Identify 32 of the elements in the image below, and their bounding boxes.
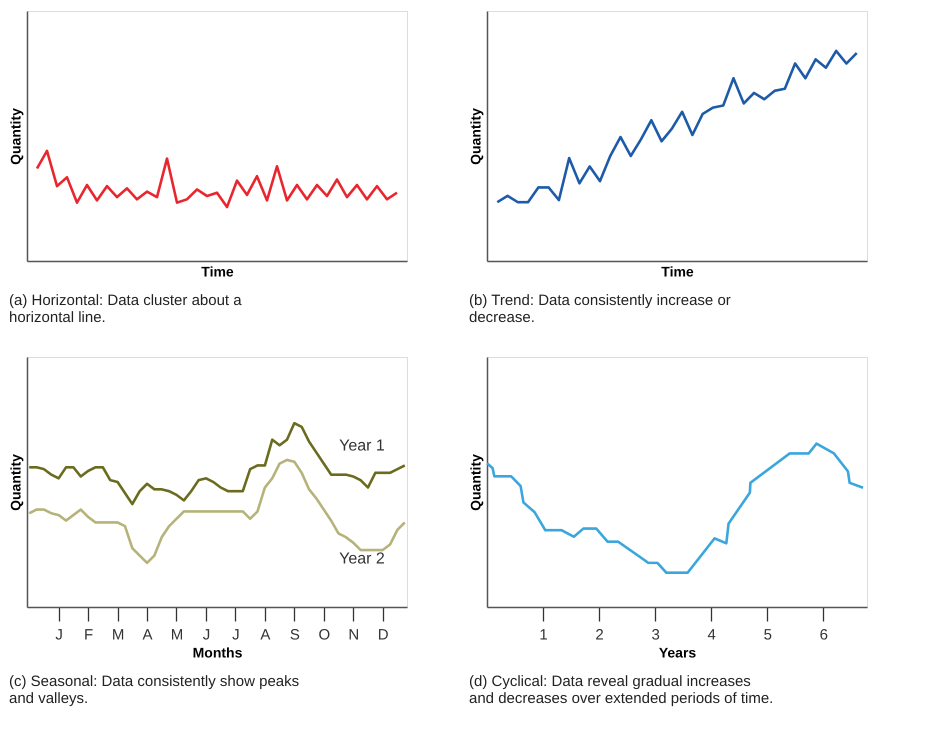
x-tick-label: M (112, 626, 124, 644)
text: (a) Horizontal: Data cluster about a horizontal line. (9, 292, 242, 326)
x-tick-label: D (378, 626, 389, 644)
x-tick-label: J (232, 626, 240, 644)
x-tick-label: 3 (651, 626, 660, 644)
x-tick-label: O (318, 626, 330, 644)
series-label: Year 2 (339, 550, 385, 568)
x-axis-title: Time (661, 264, 694, 280)
series-label: Year 1 (339, 437, 385, 454)
x-tick-label: 1 (539, 626, 548, 644)
x-tick-label: 2 (595, 626, 604, 644)
text: (c) Seasonal: Data consistently show peaks and valleys. (9, 673, 300, 707)
y-axis-title: Quantity (468, 108, 484, 165)
x-tick-label: F (84, 626, 94, 644)
x-tick-label: 4 (708, 626, 716, 644)
text: (d) Cyclical: Data reveal gradual increases and decreases over extended periods of time. (469, 673, 774, 707)
x-tick-label: J (55, 626, 63, 644)
y-axis-title: Quantity (468, 454, 484, 511)
x-tick-label: J (202, 626, 210, 644)
x-tick-label: A (142, 626, 153, 644)
x-axis-title: Years (658, 644, 696, 660)
x-tick-label: M (170, 626, 184, 644)
x-axis-title: Time (201, 264, 234, 280)
x-tick-label: 5 (764, 626, 772, 644)
y-axis-title: Quantity (8, 454, 24, 511)
text: (b) Trend: Data consistently increase or decrease. (469, 292, 731, 326)
x-tick-label: N (348, 626, 360, 644)
x-tick-label: 6 (820, 626, 828, 644)
x-tick-label: A (260, 626, 270, 644)
x-tick-label: S (290, 626, 300, 644)
y-axis-title: Quantity (8, 108, 24, 165)
x-axis-title: Months (192, 644, 243, 660)
